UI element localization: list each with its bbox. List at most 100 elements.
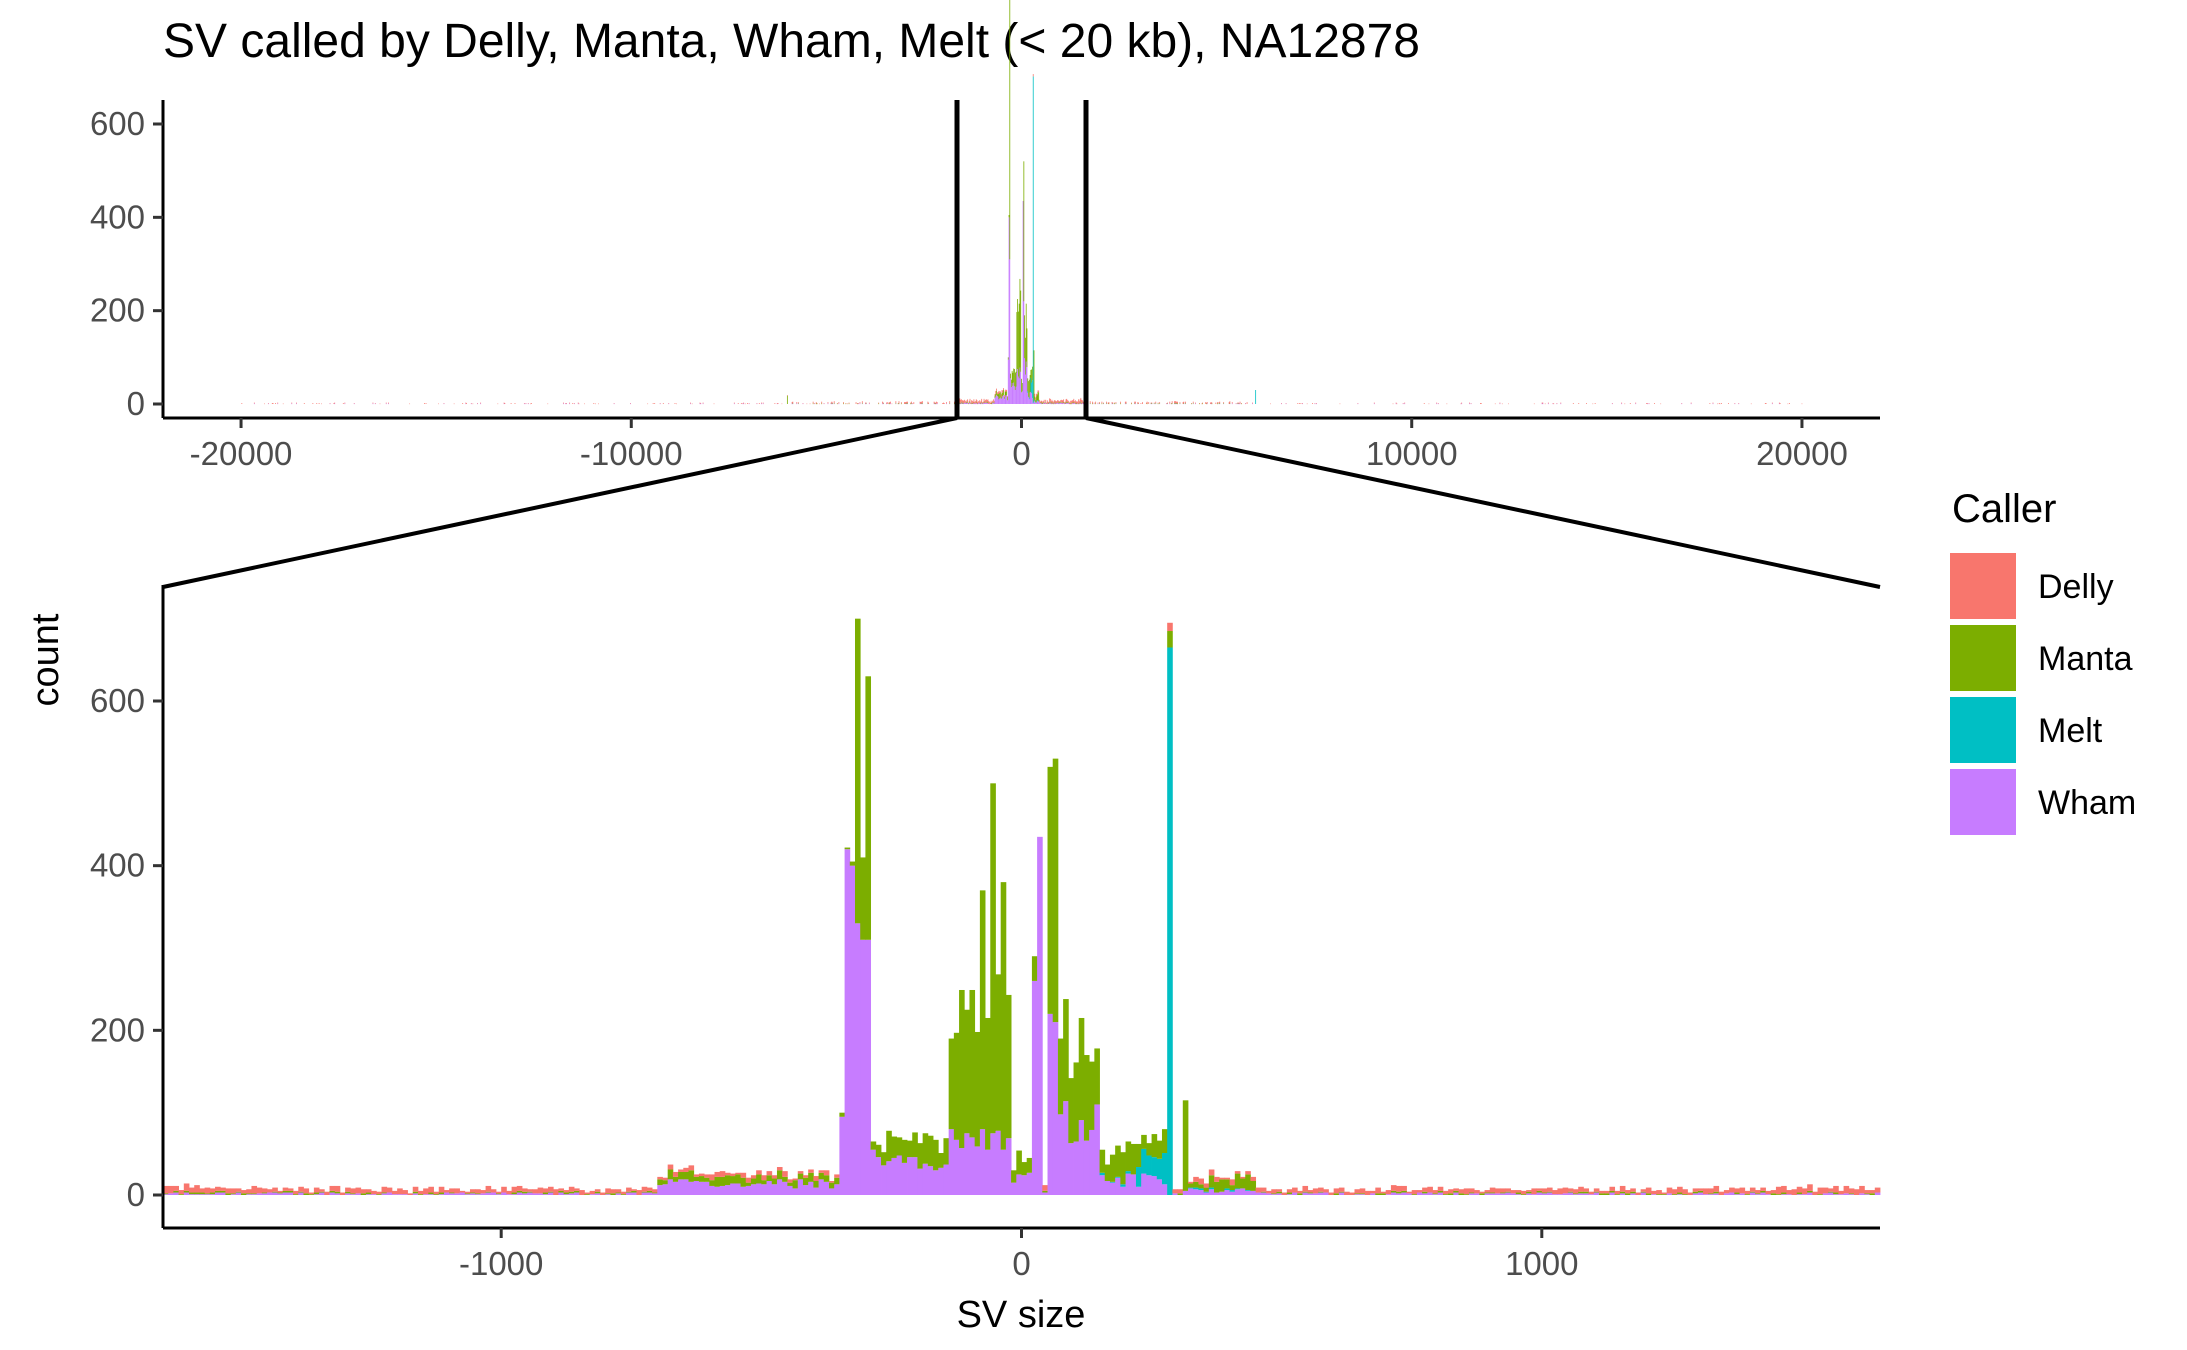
overview-bar-manta <box>973 402 975 404</box>
zoom-bar-manta <box>1697 1190 1704 1193</box>
overview-bar-wham <box>1469 403 1470 405</box>
zoom-bar-delly <box>1500 1188 1506 1193</box>
zoom-bar-delly <box>485 1185 492 1192</box>
zoom-bar-delly <box>350 1188 356 1194</box>
zoom-bar-delly <box>766 1171 773 1176</box>
zoom-bar-delly <box>730 1173 736 1177</box>
overview-x-tick-label: -20000 <box>190 435 293 472</box>
overview-bar-delly <box>1037 390 1039 392</box>
zoom-bar-delly <box>355 1187 362 1194</box>
overview-bar-delly <box>971 400 972 404</box>
zoom-bar-delly <box>1198 1178 1204 1185</box>
overview-bar-wham <box>372 403 374 405</box>
overview-bar-manta <box>1050 403 1052 405</box>
zoom-bar-wham <box>1723 1193 1730 1195</box>
overview-bar-delly <box>976 400 978 404</box>
overview-bar-wham <box>1013 382 1015 404</box>
overview-bar-delly <box>1541 402 1543 404</box>
overview-bar-delly <box>1146 401 1148 404</box>
zoom-bar-wham <box>1016 1174 1022 1195</box>
overview-bar-delly <box>1099 402 1100 404</box>
zoom-bar-wham <box>1005 1138 1012 1195</box>
overview-bar-wham <box>968 402 970 404</box>
zoom-bar-wham <box>194 1194 200 1195</box>
overview-bar-delly <box>889 402 891 404</box>
overview-bar-manta <box>1177 403 1178 405</box>
overview-bar-delly <box>1170 403 1172 404</box>
overview-bar-manta <box>1002 392 1004 397</box>
overview-bar-delly <box>1153 402 1155 404</box>
overview-bar-manta <box>966 401 968 403</box>
overview-bar-melt <box>1255 390 1257 404</box>
overview-bar-delly <box>1078 399 1079 404</box>
zoom-bar-delly <box>241 1190 247 1194</box>
overview-bar-delly <box>1552 403 1554 404</box>
overview-bar-delly <box>1209 402 1211 404</box>
overview-bar-delly <box>291 402 293 404</box>
zoom-bar-manta <box>849 861 856 866</box>
zoom-bar-wham <box>1208 1189 1215 1195</box>
overview-bar-wham <box>973 403 975 404</box>
overview-bar-wham <box>762 403 764 405</box>
zoom-bar-manta <box>189 1192 195 1195</box>
zoom-bar-wham <box>1578 1193 1584 1195</box>
overview-bar-manta <box>971 403 972 404</box>
overview-bar-manta <box>968 402 970 403</box>
overview-bar-wham <box>1111 403 1113 405</box>
overview-bar-delly <box>897 403 899 404</box>
zoom-bar-wham <box>943 1164 950 1195</box>
overview-bar-manta <box>830 403 832 404</box>
zoom-bar-manta <box>1240 1178 1246 1189</box>
zoom-bar-wham <box>485 1192 492 1195</box>
overview-bar-manta <box>1238 403 1239 404</box>
overview-bar-wham <box>630 403 631 405</box>
overview-bar-delly <box>818 403 820 405</box>
overview-bar-wham <box>1635 403 1637 405</box>
overview-bar-delly <box>562 402 564 404</box>
zoom-bar-wham <box>782 1181 788 1195</box>
overview-bar-delly <box>385 402 387 404</box>
zoom-bar-manta <box>953 1032 960 1140</box>
overview-bar-delly <box>848 402 850 404</box>
overview-bar-wham <box>1125 403 1127 405</box>
zoom-bar-delly <box>1708 1188 1714 1194</box>
overview-bar-wham <box>1021 391 1023 404</box>
zoom-bar-delly <box>735 1172 741 1175</box>
overview-bar-delly <box>1041 400 1043 403</box>
overview-bar-wham <box>1078 403 1080 405</box>
overview-bar-manta <box>1035 396 1037 403</box>
overview-bar-delly <box>1629 403 1631 404</box>
overview-bar-delly <box>321 403 322 405</box>
overview-bar-manta <box>1106 403 1107 404</box>
overview-bar-manta <box>1095 403 1097 405</box>
overview-bar-delly <box>277 402 279 404</box>
zoom-bar-delly <box>1229 1179 1236 1186</box>
overview-bar-manta <box>1191 403 1193 405</box>
zoom-bar-wham <box>959 1148 965 1195</box>
overview-bar-melt <box>1030 377 1032 392</box>
zoom-bar-wham <box>1515 1194 1522 1195</box>
overview-bar-wham <box>1681 403 1683 405</box>
overview-bar-delly <box>911 403 913 404</box>
zoom-bar-wham <box>990 1133 996 1195</box>
overview-bar-delly <box>998 390 1000 394</box>
zoom-bar-wham <box>1848 1194 1855 1195</box>
zoom-bar-delly <box>1286 1189 1293 1193</box>
overview-bar-delly <box>1157 402 1159 404</box>
overview-bar-delly <box>814 403 816 404</box>
zoom-bar-wham <box>209 1194 216 1195</box>
overview-bar-delly <box>740 403 742 404</box>
overview-bar-delly <box>1092 401 1093 404</box>
overview-bar-wham <box>573 403 575 405</box>
zoom-bar-wham <box>1760 1192 1766 1195</box>
overview-bar-delly <box>1054 400 1056 404</box>
overview-bar-manta <box>1078 403 1079 405</box>
overview-bar-delly <box>882 401 883 404</box>
zoom-bar-wham <box>1011 1182 1017 1195</box>
zoom-bar-manta <box>412 1191 419 1194</box>
zoom-bar-manta <box>1604 1193 1610 1195</box>
overview-bar-delly <box>1544 403 1546 405</box>
zoom-bar-manta <box>1005 994 1012 1139</box>
zoom-bar-wham <box>1396 1193 1402 1195</box>
zoom-bar-wham <box>1125 1173 1132 1195</box>
